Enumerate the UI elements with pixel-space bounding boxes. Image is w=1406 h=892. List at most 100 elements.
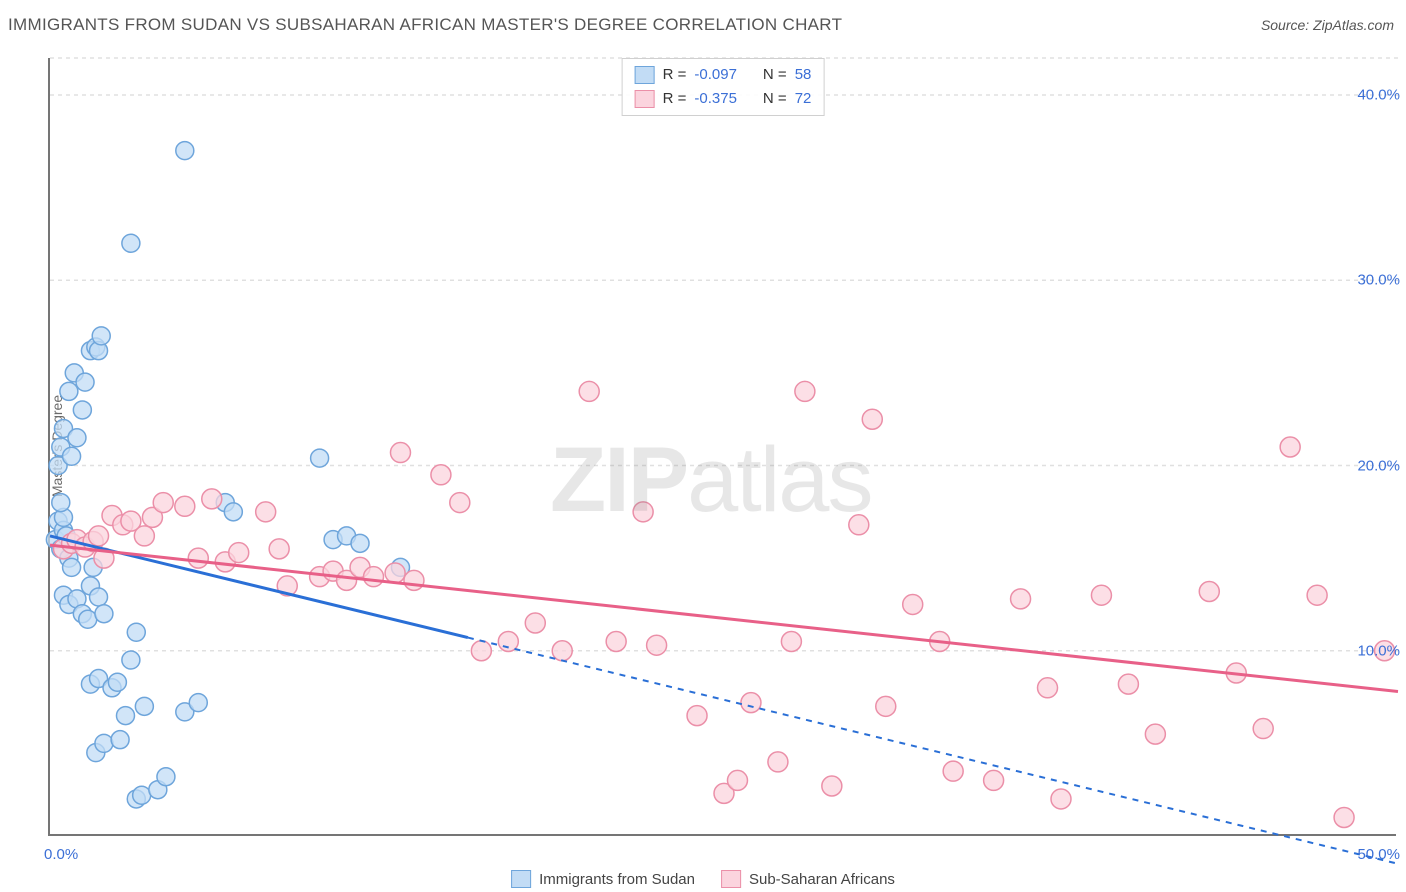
scatter-point: [903, 594, 923, 614]
scatter-point: [471, 641, 491, 661]
scatter-point: [1051, 789, 1071, 809]
scatter-point: [95, 605, 113, 623]
regression-line: [50, 545, 1398, 691]
scatter-point: [579, 381, 599, 401]
scatter-point: [431, 465, 451, 485]
y-tick-label: 20.0%: [1357, 457, 1400, 474]
scatter-point: [60, 382, 78, 400]
legend-row: R = -0.097 N = 58: [635, 63, 812, 87]
series-legend-item: Immigrants from Sudan: [511, 870, 695, 888]
legend-r-value: -0.375: [694, 87, 737, 111]
scatter-point: [111, 731, 129, 749]
scatter-point: [202, 489, 222, 509]
series-legend: Immigrants from Sudan Sub-Saharan African…: [511, 870, 895, 888]
scatter-point: [1280, 437, 1300, 457]
scatter-point: [525, 613, 545, 633]
scatter-point: [95, 734, 113, 752]
scatter-point: [90, 588, 108, 606]
chart-title: IMMIGRANTS FROM SUDAN VS SUBSAHARAN AFRI…: [8, 15, 842, 35]
scatter-point: [76, 373, 94, 391]
legend-n-label: N =: [763, 63, 787, 87]
scatter-point: [122, 234, 140, 252]
series-legend-item: Sub-Saharan Africans: [721, 870, 895, 888]
scatter-point: [153, 493, 173, 513]
legend-r-label: R =: [663, 63, 687, 87]
scatter-point: [1118, 674, 1138, 694]
scatter-point: [1334, 807, 1354, 827]
scatter-point: [157, 768, 175, 786]
scatter-point: [127, 623, 145, 641]
scatter-point: [176, 142, 194, 160]
scatter-point: [188, 548, 208, 568]
scatter-point: [256, 502, 276, 522]
scatter-point: [133, 786, 151, 804]
scatter-point: [552, 641, 572, 661]
scatter-point: [364, 567, 384, 587]
legend-n-value: 72: [795, 87, 812, 111]
scatter-point: [79, 610, 97, 628]
legend-n-label: N =: [763, 87, 787, 111]
scatter-point: [781, 632, 801, 652]
scatter-point: [89, 526, 109, 546]
legend-swatch: [635, 66, 655, 84]
scatter-point: [73, 401, 91, 419]
chart-area: ZIPatlas R = -0.097N = 58R = -0.375N = 7…: [48, 58, 1396, 836]
scatter-point: [876, 696, 896, 716]
scatter-point: [984, 770, 1004, 790]
scatter-point: [1253, 719, 1273, 739]
series-legend-label: Immigrants from Sudan: [539, 871, 695, 888]
legend-r-value: -0.097: [694, 63, 737, 87]
scatter-point: [1011, 589, 1031, 609]
scatter-point: [189, 694, 207, 712]
scatter-point: [68, 429, 86, 447]
scatter-point: [351, 534, 369, 552]
scatter-point: [1145, 724, 1165, 744]
scatter-point: [647, 635, 667, 655]
scatter-point: [404, 570, 424, 590]
scatter-point: [311, 449, 329, 467]
scatter-point: [687, 706, 707, 726]
scatter-point: [849, 515, 869, 535]
regression-line-dashed: [468, 638, 1398, 864]
scatter-point: [795, 381, 815, 401]
legend-r-label: R =: [663, 87, 687, 111]
scatter-point: [52, 494, 70, 512]
scatter-point: [229, 543, 249, 563]
scatter-point: [269, 539, 289, 559]
correlation-legend: R = -0.097 N = 58 R = -0.375 N = 72: [622, 58, 825, 116]
legend-swatch: [635, 90, 655, 108]
scatter-point: [741, 693, 761, 713]
legend-row: R = -0.375 N = 72: [635, 87, 812, 111]
scatter-point: [385, 563, 405, 583]
scatter-point: [1091, 585, 1111, 605]
scatter-point: [768, 752, 788, 772]
y-tick-label: 10.0%: [1357, 642, 1400, 659]
y-tick-label: 30.0%: [1357, 272, 1400, 289]
scatter-point: [943, 761, 963, 781]
legend-swatch: [511, 870, 531, 888]
x-tick-label: 50.0%: [1357, 846, 1400, 863]
scatter-point: [92, 327, 110, 345]
scatter-point: [727, 770, 747, 790]
series-legend-label: Sub-Saharan Africans: [749, 871, 895, 888]
y-tick-label: 40.0%: [1357, 87, 1400, 104]
scatter-plot-svg: [50, 58, 1398, 836]
scatter-point: [122, 651, 140, 669]
scatter-point: [134, 526, 154, 546]
scatter-point: [108, 673, 126, 691]
scatter-point: [822, 776, 842, 796]
scatter-point: [1307, 585, 1327, 605]
scatter-point: [862, 409, 882, 429]
x-tick-label: 0.0%: [44, 846, 78, 863]
scatter-point: [135, 697, 153, 715]
scatter-point: [1199, 581, 1219, 601]
source-attribution: Source: ZipAtlas.com: [1261, 17, 1394, 33]
scatter-point: [175, 496, 195, 516]
legend-n-value: 58: [795, 63, 812, 87]
scatter-point: [633, 502, 653, 522]
scatter-point: [390, 443, 410, 463]
scatter-point: [116, 707, 134, 725]
scatter-point: [63, 447, 81, 465]
scatter-point: [1038, 678, 1058, 698]
scatter-point: [63, 558, 81, 576]
